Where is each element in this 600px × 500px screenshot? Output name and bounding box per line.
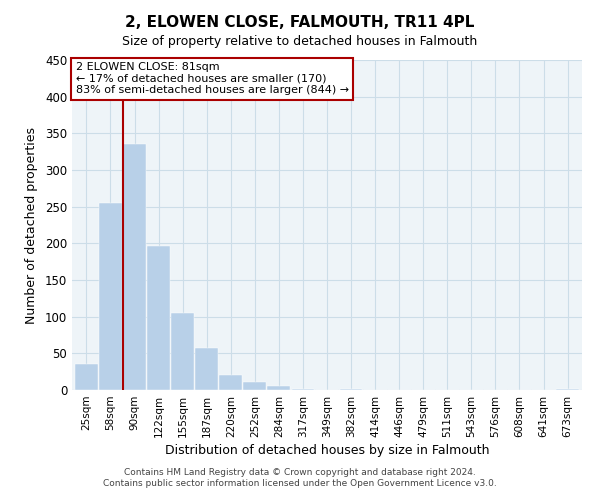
- Bar: [556, 388, 579, 390]
- Text: Contains HM Land Registry data © Crown copyright and database right 2024.
Contai: Contains HM Land Registry data © Crown c…: [103, 468, 497, 487]
- Text: 2, ELOWEN CLOSE, FALMOUTH, TR11 4PL: 2, ELOWEN CLOSE, FALMOUTH, TR11 4PL: [125, 15, 475, 30]
- Bar: [99, 203, 122, 390]
- X-axis label: Distribution of detached houses by size in Falmouth: Distribution of detached houses by size …: [165, 444, 489, 457]
- Bar: [268, 386, 290, 390]
- Bar: [340, 388, 362, 390]
- Bar: [195, 348, 218, 390]
- Bar: [147, 246, 170, 390]
- Bar: [244, 382, 266, 390]
- Text: 2 ELOWEN CLOSE: 81sqm
← 17% of detached houses are smaller (170)
83% of semi-det: 2 ELOWEN CLOSE: 81sqm ← 17% of detached …: [76, 62, 349, 96]
- Bar: [75, 364, 98, 390]
- Bar: [292, 388, 314, 390]
- Bar: [171, 313, 194, 390]
- Y-axis label: Number of detached properties: Number of detached properties: [25, 126, 38, 324]
- Bar: [123, 144, 146, 390]
- Bar: [220, 374, 242, 390]
- Text: Size of property relative to detached houses in Falmouth: Size of property relative to detached ho…: [122, 35, 478, 48]
